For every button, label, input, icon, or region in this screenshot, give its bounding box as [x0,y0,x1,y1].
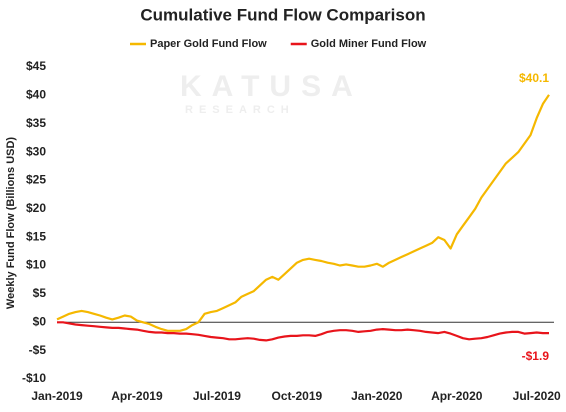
y-tick-label: $10 [26,258,46,272]
chart-title: Cumulative Fund Flow Comparison [140,5,425,24]
y-axis-label: Weekly Fund Flow (Billions USD) [5,137,17,309]
y-tick-label: $25 [26,173,46,187]
y-tick-label: $45 [26,59,46,73]
x-tick-label: Oct-2019 [271,389,322,403]
x-tick-label: Apr-2020 [431,389,483,403]
y-tick-label: -$10 [22,371,46,385]
y-tick-label: $20 [26,201,46,215]
x-tick-label: Jan-2019 [31,389,83,403]
y-tick-label: $30 [26,144,46,158]
watermark: RESEARCH [185,104,295,116]
x-tick-label: Jan-2020 [351,389,403,403]
value-label: $40.1 [519,71,549,85]
x-tick-label: Jul-2019 [193,389,241,403]
y-tick-label: -$5 [29,343,47,357]
y-tick-label: $40 [26,88,46,102]
y-tick-label: $0 [33,314,47,328]
x-tick-label: Jul-2020 [513,389,561,403]
watermark: KATUSA [180,70,363,103]
legend-label: Paper Gold Fund Flow [150,38,267,50]
x-tick-label: Apr-2019 [111,389,163,403]
y-tick-label: $5 [33,286,47,300]
value-label: -$1.9 [522,349,550,363]
series-line [56,94,550,332]
legend-label: Gold Miner Fund Flow [311,38,427,50]
y-tick-label: $35 [26,116,46,130]
series-line [57,321,549,342]
y-tick-label: $15 [26,229,46,243]
